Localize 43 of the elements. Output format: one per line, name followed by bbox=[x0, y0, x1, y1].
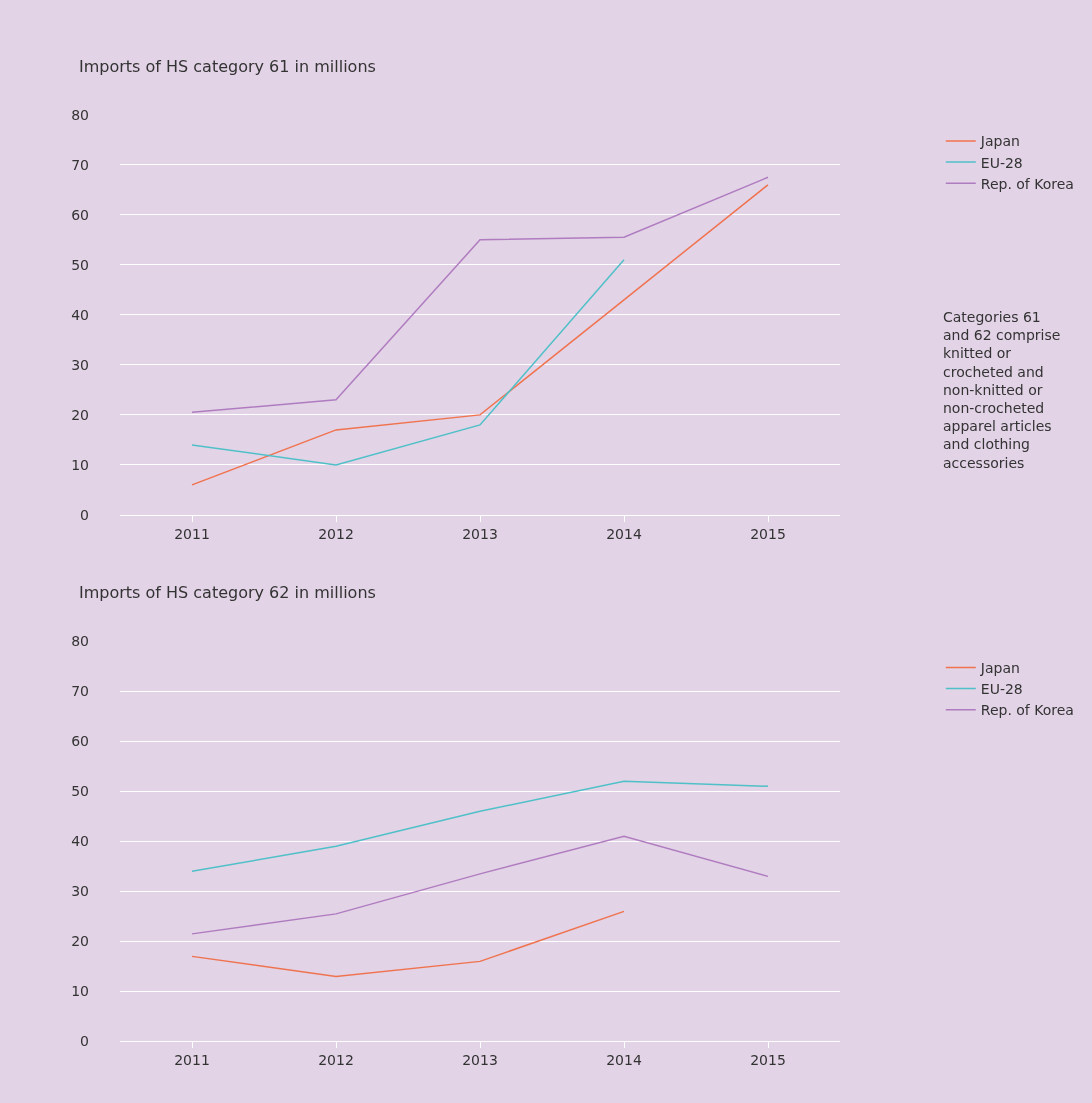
y-tick-label: 80 bbox=[71, 106, 89, 123]
line-series bbox=[191, 184, 769, 486]
legend-label: EU-28 bbox=[980, 681, 1023, 698]
x-tick-label: 2013 bbox=[462, 525, 498, 542]
y-tick-label: 70 bbox=[71, 156, 89, 173]
x-tick-label: 2014 bbox=[606, 525, 642, 542]
y-tick-label: 60 bbox=[71, 206, 89, 223]
y-tick-label: 30 bbox=[71, 356, 89, 373]
legend-label: Japan bbox=[979, 133, 1020, 150]
x-tick-label: 2015 bbox=[750, 1052, 786, 1069]
line-series bbox=[191, 910, 625, 978]
legend-label: Rep. of Korea bbox=[980, 175, 1074, 192]
y-tick-label: 50 bbox=[71, 256, 89, 273]
y-tick-label: 0 bbox=[80, 506, 89, 523]
y-tick-label: 10 bbox=[71, 983, 89, 1000]
y-tick-label: 50 bbox=[71, 783, 89, 800]
x-tick-label: 2012 bbox=[318, 1052, 354, 1069]
legend-label: Japan bbox=[979, 659, 1020, 676]
chart-title: Imports of HS category 61 in millions bbox=[79, 57, 376, 76]
line-series bbox=[191, 780, 769, 873]
text: Categories 61 and 62 comprise knitted or crocheted and non-knitted or non-crocheted apparel articles and clothing accessories bbox=[943, 309, 1061, 471]
y-tick-label: 60 bbox=[71, 733, 89, 750]
legend-label: Rep. of Korea bbox=[980, 702, 1074, 719]
legend-label: EU-28 bbox=[980, 154, 1023, 171]
y-tick-label: 10 bbox=[71, 456, 89, 473]
y-tick-label: 40 bbox=[71, 306, 89, 323]
y-tick-label: 20 bbox=[71, 406, 89, 423]
chart-title: Imports of HS category 62 in millions bbox=[79, 583, 376, 602]
y-tick-label: 0 bbox=[80, 1033, 89, 1050]
x-tick-label: 2012 bbox=[318, 525, 354, 542]
y-tick-label: 30 bbox=[71, 883, 89, 900]
x-tick-label: 2013 bbox=[462, 1052, 498, 1069]
y-tick-label: 40 bbox=[71, 833, 89, 850]
y-tick-label: 70 bbox=[71, 683, 89, 700]
y-tick-label: 20 bbox=[71, 933, 89, 950]
line-series bbox=[191, 259, 625, 466]
line-series bbox=[191, 176, 769, 414]
x-tick-label: 2011 bbox=[174, 525, 210, 542]
y-tick-label: 80 bbox=[71, 633, 89, 650]
x-tick-label: 2015 bbox=[750, 525, 786, 542]
x-tick-label: 2011 bbox=[174, 1052, 210, 1069]
line-series bbox=[191, 835, 769, 935]
x-tick-label: 2014 bbox=[606, 1052, 642, 1069]
